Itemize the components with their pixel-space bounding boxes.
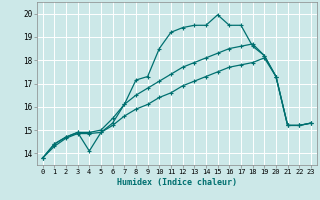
X-axis label: Humidex (Indice chaleur): Humidex (Indice chaleur) bbox=[117, 178, 237, 187]
